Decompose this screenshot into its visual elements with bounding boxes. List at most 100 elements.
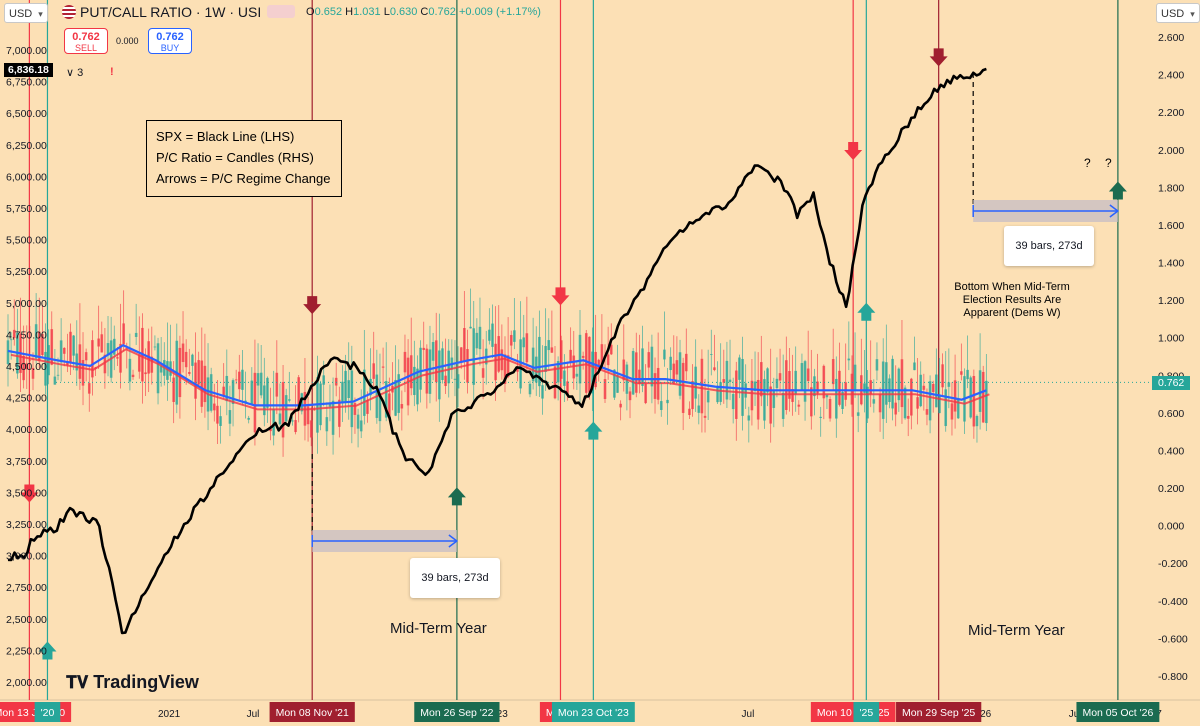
pc-candle-body [550, 347, 554, 353]
pc-candle-body [897, 368, 901, 401]
y-right-tick-label: -0.800 [1158, 671, 1188, 683]
sell-button[interactable]: 0.762 SELL [64, 28, 108, 54]
pc-candle-body [659, 401, 663, 410]
measure-arrowhead-1 [1109, 204, 1120, 218]
sell-price: 0.762 [72, 31, 100, 43]
pc-candle-body [797, 404, 801, 407]
x-date-marker-bg [853, 702, 880, 722]
regime-down-arrow-8 [929, 48, 948, 67]
pc-candle-body [69, 331, 72, 364]
y-left-tick-label: 6,750.00 [6, 77, 47, 89]
y-right-tick-label: 2.600 [1158, 32, 1184, 44]
pc-candle-body [463, 328, 466, 362]
buy-button[interactable]: 0.762 BUY [148, 28, 192, 54]
pc-candle-body [644, 383, 647, 404]
indicator-toggle-icon[interactable] [267, 5, 296, 18]
pc-candle-body [916, 397, 919, 409]
sell-label: SELL [74, 43, 98, 53]
pc-candle-body [547, 340, 551, 351]
pc-candle-body [869, 380, 872, 395]
pc-candle-body [134, 332, 138, 337]
indicator-count-toggle[interactable]: ∨ 3 [66, 66, 83, 79]
pc-candle-body [238, 371, 241, 390]
pc-candle-body [791, 389, 794, 402]
y-left-tick-label: 7,000.00 [6, 45, 47, 57]
pc-candle-body [525, 333, 529, 363]
pc-candle-body [975, 415, 979, 427]
midterm-year-label-2: Mid-Term Year [968, 622, 1065, 639]
symbol-title[interactable]: PUT/CALL RATIO · 1W · USI [62, 4, 301, 20]
pc-ma-red-line [10, 348, 990, 411]
pc-candle-body [263, 385, 266, 416]
pc-candle-body [910, 378, 913, 416]
pc-candle-body [641, 348, 644, 386]
pc-candle-body [706, 390, 710, 403]
y-right-tick-label: -0.600 [1158, 633, 1188, 645]
y-left-tick-label: 6,500.00 [6, 108, 47, 120]
regime-up-arrow-1 [38, 641, 57, 660]
pc-candle-body [84, 352, 88, 361]
pc-candle-body [597, 359, 601, 369]
pc-candle-body [347, 380, 351, 399]
x-date-marker-bg [34, 702, 61, 722]
pc-candle-body [835, 378, 838, 419]
pc-candle-body [675, 360, 679, 375]
pc-candle-body [906, 415, 910, 419]
question-mark-1: ? [1084, 156, 1091, 170]
pc-candle-body [813, 376, 816, 397]
chevron-down-icon: ▾ [38, 9, 43, 19]
y-left-tick-label: 4,000.00 [6, 424, 47, 436]
pc-candle-body [97, 338, 100, 347]
pc-candle-body [731, 394, 735, 410]
pc-candle-body [931, 383, 935, 393]
currency-right-select[interactable]: USD ▾ [1156, 3, 1200, 23]
pc-candle-body [172, 377, 175, 402]
pc-candle-body [953, 380, 957, 412]
x-tick-label: '23 [495, 709, 508, 720]
pc-candle-body [503, 354, 507, 384]
tradingview-logo[interactable]: 𝐓𝐕 TradingView [66, 672, 199, 693]
pc-candle-body [894, 402, 898, 415]
spx-last-price-tag: 6,836.18 [4, 63, 53, 77]
pc-candle-body [259, 372, 263, 396]
pc-candle-body [81, 359, 85, 386]
y-left-tick-label: 5,000.00 [6, 298, 47, 310]
pc-candle-body [866, 386, 869, 419]
pc-candle-body [810, 387, 813, 417]
pc-candle-body [309, 420, 313, 438]
pc-candle-body [788, 371, 791, 399]
x-date-marker-label: '20 [41, 707, 55, 719]
y-right-tick-label: 1.000 [1158, 333, 1184, 345]
pc-candle-body [950, 403, 954, 420]
pc-candle-body [331, 400, 335, 435]
pc-candle-body [366, 399, 369, 414]
pc-candle-body [475, 332, 479, 349]
pc-candle-body [438, 350, 441, 400]
y-left-tick-label: 4,500.00 [6, 361, 47, 373]
pc-candle-body [684, 353, 688, 372]
spread-value: 0.000 [116, 36, 139, 46]
pc-candle-body [178, 347, 182, 398]
pc-candle-body [794, 370, 797, 395]
ohlc-readout: O0.652 H1.031 L0.630 C0.762 +0.009 (+1.1… [306, 6, 541, 18]
pc-candle-body [691, 381, 694, 410]
midterm-year-label-1: Mid-Term Year [390, 620, 487, 637]
pc-candle-body [275, 372, 279, 397]
y-left-tick-label: 3,750.00 [6, 456, 47, 468]
warning-icon[interactable]: ! [110, 66, 114, 78]
pc-candle-body [541, 385, 544, 399]
currency-right-label: USD [1161, 8, 1185, 20]
pc-candle-body [563, 370, 566, 386]
pc-candle-body [234, 379, 238, 381]
currency-left-select[interactable]: USD ▾ [4, 3, 48, 23]
x-date-marker-label: Mon 26 Sep '22 [420, 707, 493, 719]
pc-candle-body [678, 352, 682, 396]
pc-candle-body [785, 360, 788, 410]
x-date-marker-bg [896, 702, 982, 722]
pc-candle-body [247, 417, 250, 420]
pc-candle-body [960, 371, 963, 375]
ohlc-change: +0.009 (+1.17%) [458, 6, 541, 18]
pc-candle-body [481, 368, 485, 378]
